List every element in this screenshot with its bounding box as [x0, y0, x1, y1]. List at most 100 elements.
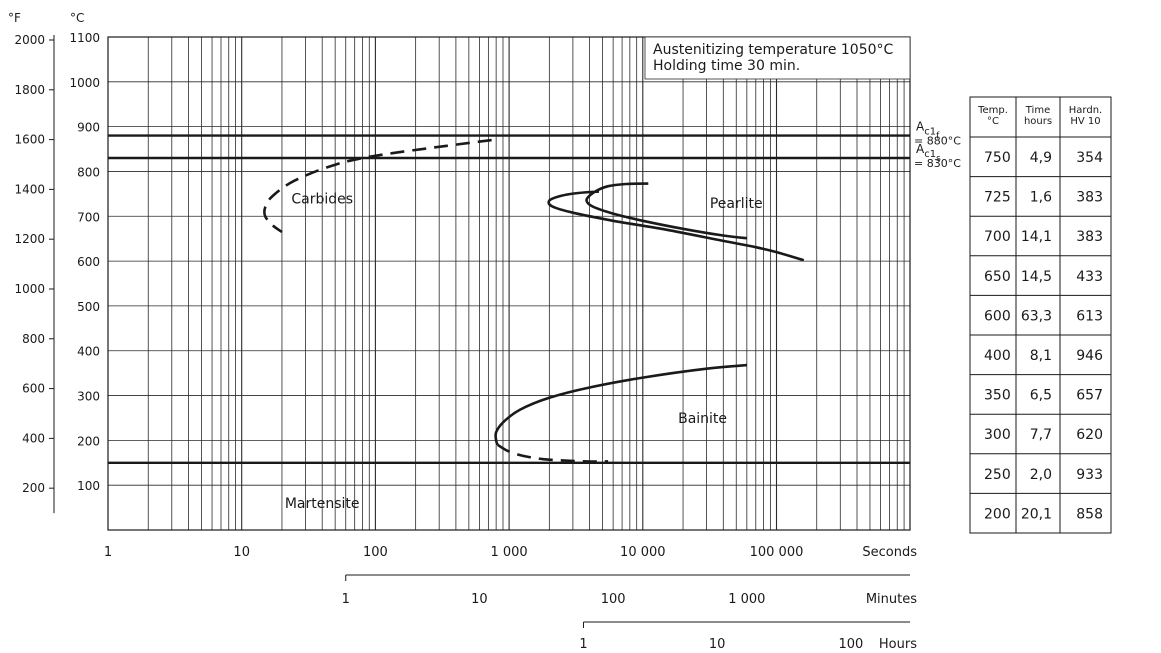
celsius-tick-label: 800: [77, 165, 100, 179]
hours-tick-label: 10: [709, 637, 726, 652]
fahrenheit-tick-label: 1400: [14, 182, 45, 196]
fahrenheit-tick-label: 400: [22, 431, 45, 445]
table-cell: 63,3: [1021, 308, 1052, 324]
table-cell: 383: [1076, 229, 1103, 245]
curve-bainite-finish: [496, 443, 609, 463]
fahrenheit-tick-label: 800: [22, 332, 45, 346]
seconds-tick-label: 1: [104, 545, 112, 560]
time-axes: 1 10 100 1 000 10 000 100 000 Seconds 1 10 100 1 0…: [104, 545, 917, 652]
table-cell: 1,6: [1030, 190, 1052, 206]
fahrenheit-tick-label: 2000: [14, 33, 45, 47]
region-labels: Carbides Pearlite Bainite Martensite: [285, 191, 763, 512]
table-header-line1: Time: [1025, 105, 1050, 116]
critical-line-value: = 880°C: [914, 135, 961, 148]
table-cell: 613: [1076, 308, 1103, 324]
table-cell: 400: [984, 348, 1011, 364]
annotation-line: Holding time 30 min.: [653, 58, 800, 74]
minutes-tick-label: 100: [601, 592, 626, 607]
curve-pearlite-start: [547, 190, 805, 262]
transformation-curves: [263, 138, 805, 463]
table-cell: 6,5: [1030, 388, 1052, 404]
minutes-tick-label: 1 000: [728, 592, 765, 607]
table-cell: 858: [1076, 506, 1103, 522]
fahrenheit-tick-label: 600: [22, 382, 45, 396]
table-cell: 650: [984, 269, 1011, 285]
fahrenheit-tick-label: 1600: [14, 133, 45, 147]
fahrenheit-tick-label: 1800: [14, 83, 45, 97]
hours-tick-label: 100: [838, 637, 863, 652]
celsius-tick-label: 1000: [69, 76, 100, 90]
table-cell: 933: [1076, 467, 1103, 483]
seconds-tick-label: 10 000: [620, 545, 666, 560]
table-cell: 350: [984, 388, 1011, 404]
table-cell: 8,1: [1030, 348, 1052, 364]
temperature-axes: °C 100 200 300 400 500 600 700 800 900 1000 1100 °F 2…: [8, 11, 100, 514]
seconds-tick-label: 10: [233, 545, 250, 560]
table-cell: 14,5: [1021, 269, 1052, 285]
table-cell: 725: [984, 190, 1011, 206]
minutes-unit-label: Minutes: [866, 592, 917, 607]
table-header-line1: Hardn.: [1069, 105, 1102, 116]
critical-line-value: = 830°C: [914, 157, 961, 170]
celsius-tick-label: 700: [77, 210, 100, 224]
seconds-tick-label: 100 000: [750, 545, 804, 560]
critical-line-label: Ac1f: [916, 120, 940, 142]
table-cell: 700: [984, 229, 1011, 245]
seconds-tick-label: 100: [363, 545, 388, 560]
conditions-annotation: Austenitizing temperature 1050°CHolding …: [644, 36, 911, 80]
curve-bainite-start: [494, 363, 747, 446]
celsius-tick-label: 300: [77, 390, 100, 404]
celsius-tick-label: 100: [77, 479, 100, 493]
plot-border: [107, 36, 911, 531]
table-cell: 14,1: [1021, 229, 1052, 245]
celsius-tick-label: 600: [77, 255, 100, 269]
table-cell: 620: [1076, 427, 1103, 443]
table-cell: 2,0: [1030, 467, 1052, 483]
seconds-unit-label: Seconds: [862, 545, 917, 560]
table-cell: 200: [984, 506, 1011, 522]
celsius-tick-label: 400: [77, 345, 100, 359]
region-label-pearlite: Pearlite: [710, 196, 763, 212]
fahrenheit-tick-label: 1200: [14, 232, 45, 246]
table-header-line2: °C: [987, 116, 999, 127]
table-cell: 383: [1076, 190, 1103, 206]
table-cell: 354: [1076, 150, 1103, 166]
region-label-carbides: Carbides: [291, 191, 353, 207]
fahrenheit-tick-label: 1000: [14, 282, 45, 296]
curve-pearlite-finish: [585, 182, 747, 240]
celsius-tick-label: 500: [77, 300, 100, 314]
minutes-tick-label: 10: [471, 592, 488, 607]
seconds-tick-label: 1 000: [490, 545, 527, 560]
table-cell: 7,7: [1030, 427, 1052, 443]
critical-line-label: Ac1s: [916, 142, 941, 164]
fahrenheit-tick-label: 200: [22, 481, 45, 495]
plot-grid: [108, 37, 910, 530]
region-label-bainite: Bainite: [678, 411, 727, 427]
hours-unit-label: Hours: [879, 637, 917, 652]
table-header-line1: Temp.: [977, 105, 1008, 116]
table-cell: 4,9: [1030, 150, 1052, 166]
table-header-line2: hours: [1024, 116, 1052, 127]
curve-carbides: [263, 138, 492, 234]
annotation-box: [644, 36, 911, 80]
celsius-tick-label: 1100: [69, 31, 100, 45]
table-cell: 300: [984, 427, 1011, 443]
celsius-tick-label: 900: [77, 121, 100, 135]
table-border: [969, 96, 1112, 534]
table-cell: 657: [1076, 388, 1103, 404]
table-cell: 600: [984, 308, 1011, 324]
fahrenheit-unit-label: °F: [8, 11, 21, 25]
celsius-tick-label: 200: [77, 434, 100, 448]
table-cell: 750: [984, 150, 1011, 166]
plot-frame: [107, 36, 911, 531]
hours-tick-label: 1: [579, 637, 587, 652]
table-cell: 20,1: [1021, 506, 1052, 522]
table-cell: 946: [1076, 348, 1103, 364]
minutes-tick-label: 1: [342, 592, 350, 607]
celsius-unit-label: °C: [70, 11, 84, 25]
table-cell: 250: [984, 467, 1011, 483]
region-label-martensite: Martensite: [285, 496, 360, 512]
